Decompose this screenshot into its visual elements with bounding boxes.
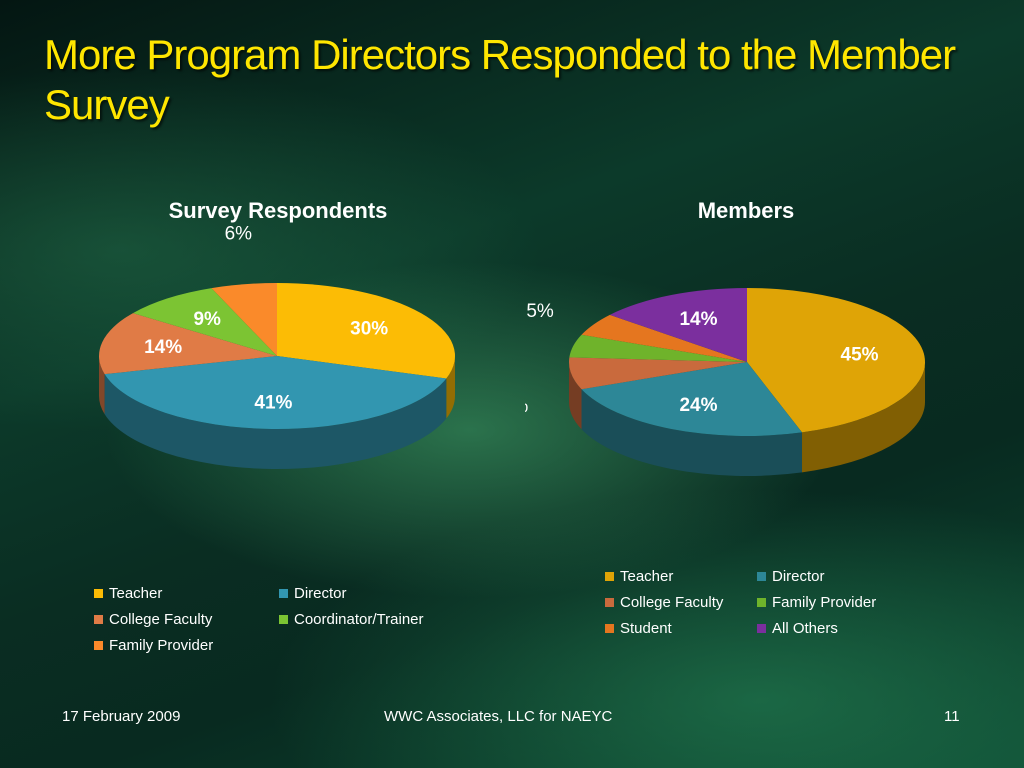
legend-label: Teacher (109, 585, 163, 602)
legend-label: Coordinator/Trainer (294, 611, 424, 628)
legend-label: Student (620, 620, 672, 637)
data-label-teacher: 30% (350, 319, 388, 340)
data-label-college-faculty: 7% (525, 396, 528, 417)
data-label-all-others: 14% (679, 309, 717, 330)
legend-label: Director (294, 585, 347, 602)
slide-title: More Program Directors Responded to the … (44, 31, 956, 128)
pie-slice-side-teacher (802, 362, 925, 473)
pie-slice-side-director (104, 374, 447, 469)
legend-item-director: Director (279, 585, 469, 602)
pie-slice-all-others (609, 288, 747, 362)
data-label-director: 24% (679, 395, 717, 416)
legend-swatch (757, 624, 766, 633)
data-label-director: 41% (254, 393, 292, 414)
data-label-student: 5% (526, 301, 554, 322)
chart-survey-respondents: Survey Respondents 30% 41% 14% 9% 6% (99, 198, 456, 469)
pie-slice-teacher (747, 288, 926, 433)
legend-swatch (605, 624, 614, 633)
legend-item-student: Student (605, 620, 757, 637)
footer-center: WWC Associates, LLC for NAEYC (384, 708, 613, 725)
pie-slice-director (104, 356, 447, 429)
data-label-family-provider: 6% (225, 224, 253, 245)
legend-label: College Faculty (620, 594, 724, 611)
legend-item-coordinator-trainer: Coordinator/Trainer (279, 611, 469, 628)
legend-swatch (757, 598, 766, 607)
pie-slice-family-provider (211, 283, 277, 356)
data-label-teacher: 45% (841, 345, 879, 366)
legend-item-college-faculty: College Faculty (94, 611, 279, 628)
pie-slice-college-faculty (569, 357, 747, 390)
legend-members: Teacher Director College Faculty Family Pro… (605, 568, 907, 637)
chart-title: Members (698, 198, 795, 223)
footer-date: 17 February 2009 (62, 708, 181, 725)
legend-label: All Others (772, 620, 838, 637)
legend-item-family-provider: Family Provider (94, 637, 279, 654)
legend-label: Teacher (620, 568, 674, 585)
legend-item-teacher: Teacher (94, 585, 279, 602)
pie-slice-college-faculty (99, 313, 278, 375)
legend-label: Family Provider (772, 594, 877, 611)
legend-label: Director (772, 568, 825, 585)
pie-slice-side-college-faculty (99, 356, 105, 415)
pie-slice-family-provider (569, 334, 747, 362)
legend-item-all-others: All Others (757, 620, 907, 637)
legend-swatch (279, 589, 288, 598)
pie-slice-director (581, 362, 803, 436)
legend-item-college-faculty: College Faculty (605, 594, 757, 611)
chart-title: Survey Respondents (169, 198, 388, 223)
pie-slice-side-teacher (446, 356, 455, 419)
legend-swatch (605, 572, 614, 581)
legend-item-teacher: Teacher (605, 568, 757, 585)
chart-members: Members 45%24%7%5%5%14% (525, 198, 926, 476)
legend-swatch (94, 615, 103, 624)
pie-slice-teacher (277, 283, 456, 379)
legend-label: Family Provider (109, 637, 214, 654)
pie-slice-side-college-faculty (569, 362, 582, 430)
legend-swatch (605, 598, 614, 607)
pie-slice-student (581, 314, 747, 362)
data-label-college-faculty: 14% (144, 337, 182, 358)
legend-item-director: Director (757, 568, 907, 585)
legend-label: College Faculty (109, 611, 213, 628)
pie-slice-side-director (581, 389, 803, 476)
page-number: 11 (944, 708, 960, 725)
legend-swatch (94, 589, 103, 598)
legend-swatch (757, 572, 766, 581)
data-label-coordinator-trainer: 9% (193, 309, 221, 330)
legend-swatch (279, 615, 288, 624)
legend-swatch (94, 641, 103, 650)
pie-slice-coordinator-trainer (132, 288, 277, 356)
legend-survey-respondents: Teacher Director College Faculty Coordinato… (94, 585, 469, 654)
legend-item-family-provider: Family Provider (757, 594, 907, 611)
